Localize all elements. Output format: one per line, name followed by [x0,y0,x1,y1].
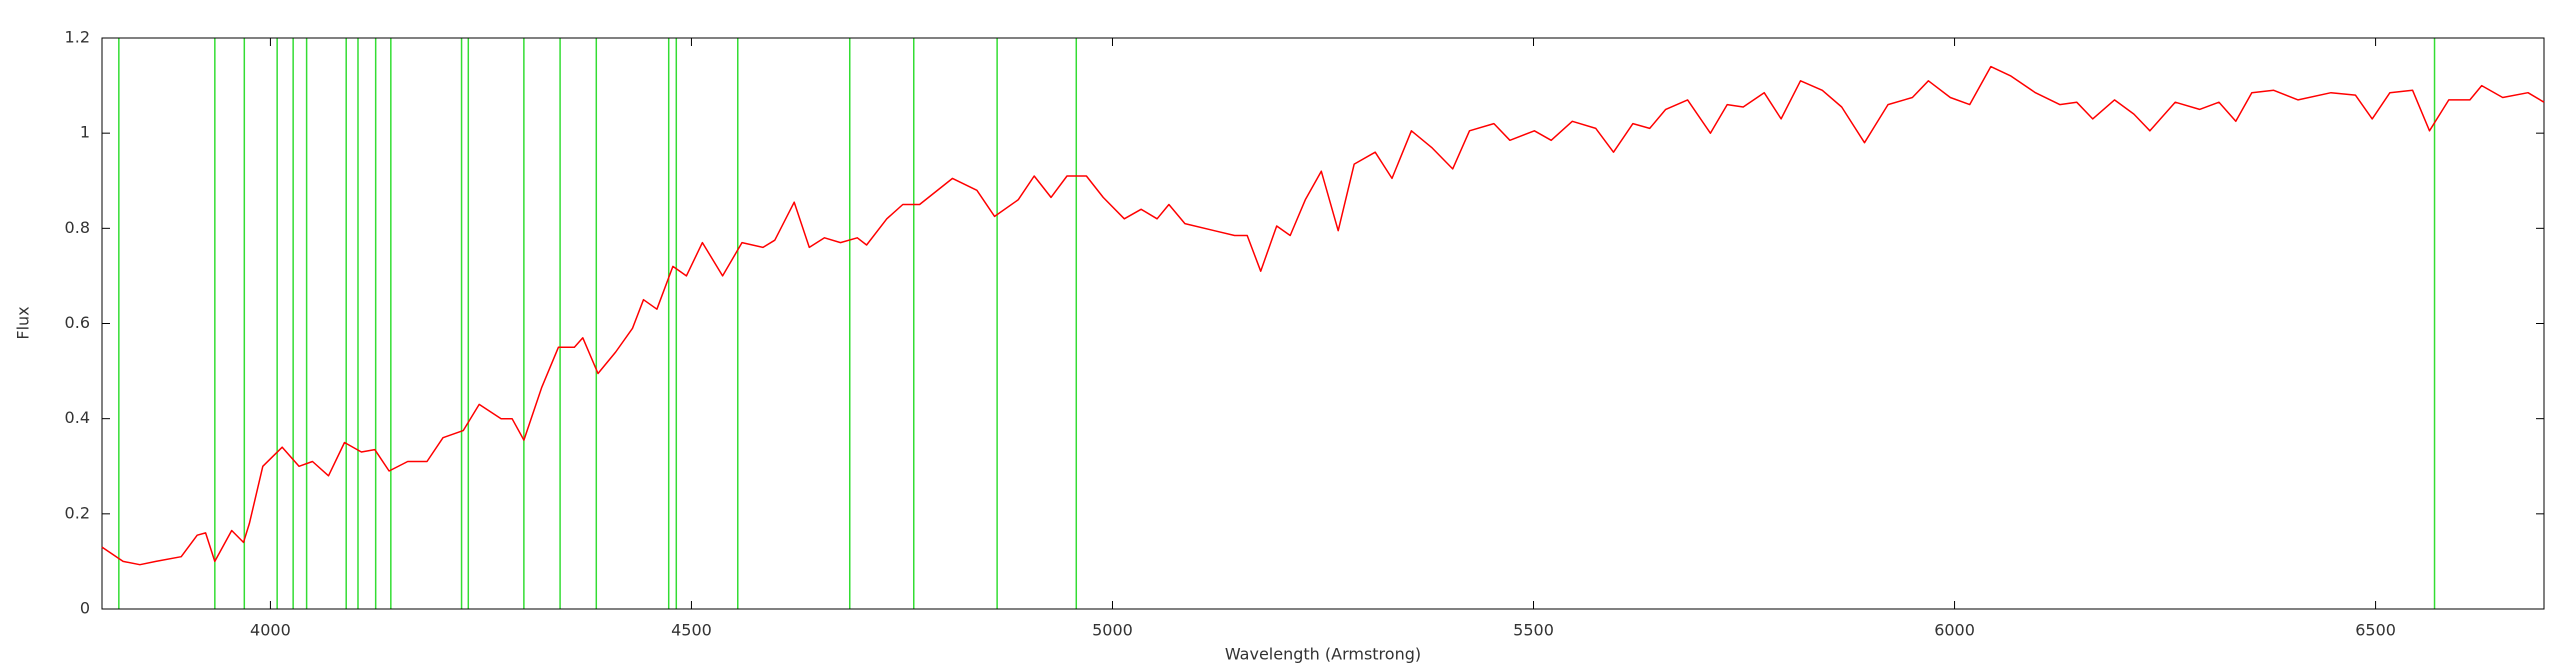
x-tick-label: 6000 [1934,621,1975,640]
y-tick-label: 0.4 [65,408,90,427]
x-tick-label: 5000 [1092,621,1133,640]
y-tick-label: 0.8 [65,218,90,237]
x-tick-label: 5500 [1513,621,1554,640]
y-tick-label: 0.2 [65,503,90,522]
x-tick-label: 4000 [250,621,291,640]
y-tick-label: 0 [80,599,90,618]
y-tick-label: 1.2 [65,28,90,47]
spectrum-line [101,65,2545,566]
x-axis-label: Wavelength (Armstrong) [1225,645,1421,664]
y-axis-label: Flux [14,306,33,339]
y-tick-label: 0.6 [65,313,90,332]
x-tick-label: 4500 [671,621,712,640]
x-tick-label: 6500 [2355,621,2396,640]
y-tick-label: 1 [80,123,90,142]
